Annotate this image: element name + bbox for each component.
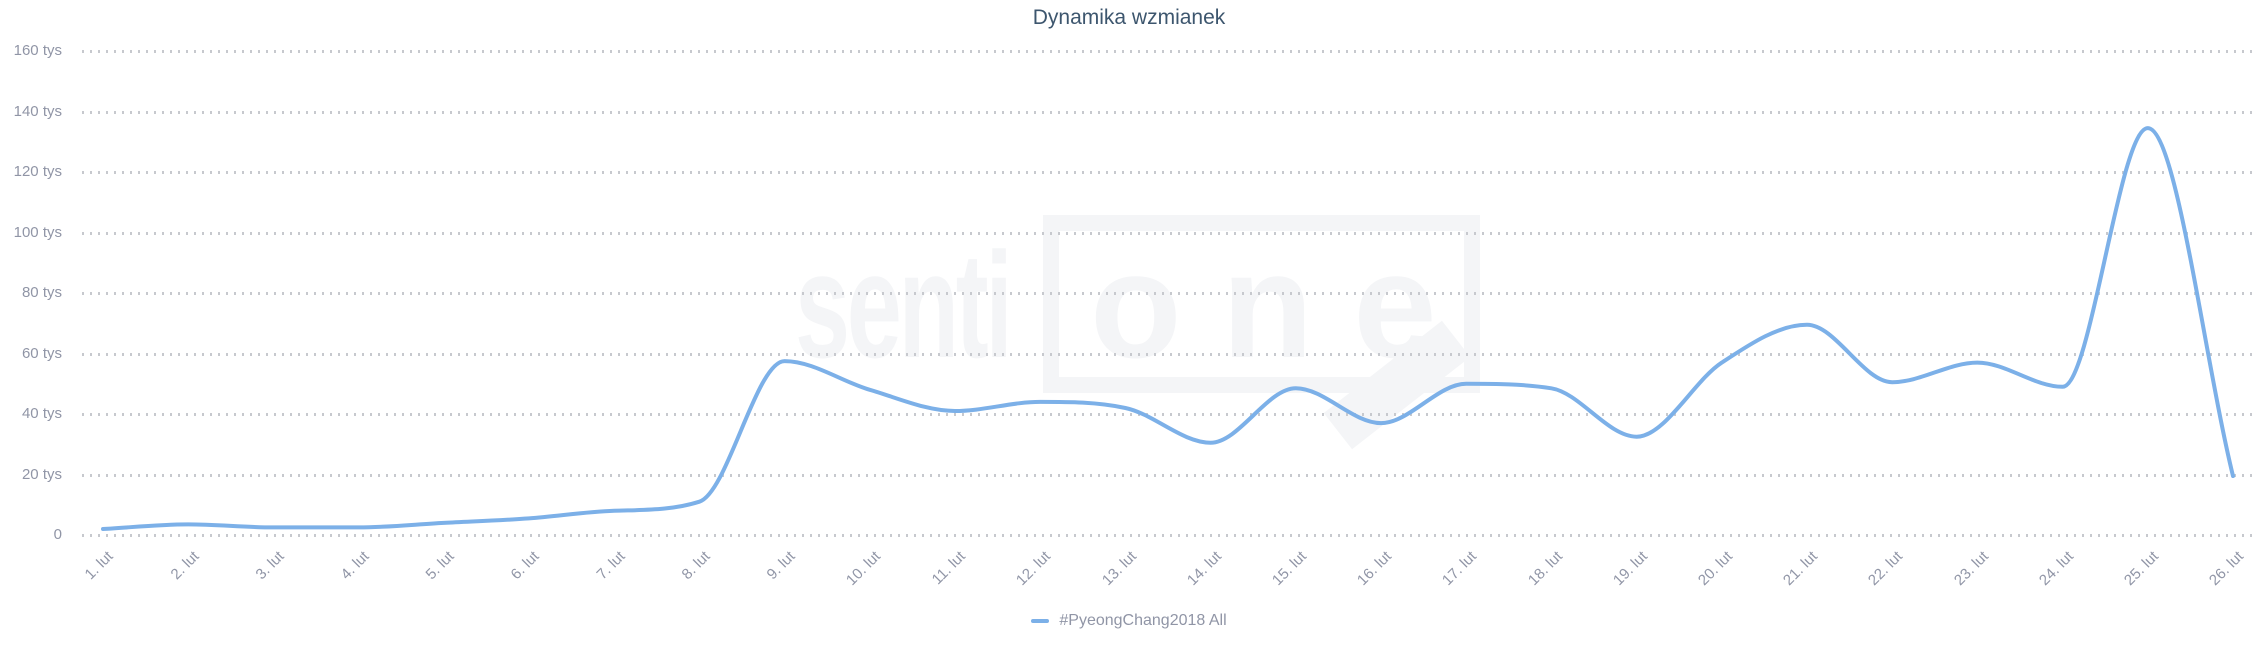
y-gridline <box>82 110 2258 114</box>
y-axis-label: 160 tys <box>13 42 62 59</box>
y-axis-label: 60 tys <box>21 344 62 362</box>
y-gridline <box>82 352 2258 356</box>
watermark-speech-bubble-icon <box>1043 215 1480 393</box>
chart-title: Dynamika wzmianek <box>1032 6 1226 29</box>
y-axis-label: 140 tys <box>13 102 62 120</box>
y-gridline <box>82 231 2258 235</box>
y-axis-label: 80 tys <box>21 284 62 301</box>
y-gridline <box>82 534 2258 537</box>
y-axis-label: 0 <box>53 526 62 543</box>
legend-item-pyeongchang[interactable]: #PyeongChang2018 All <box>1031 612 1227 630</box>
y-axis-label: 100 tys <box>13 223 62 241</box>
y-axis-label: 120 tys <box>13 163 62 180</box>
y-gridline <box>82 473 2258 477</box>
legend: #PyeongChang2018 All <box>0 612 2258 630</box>
y-gridline <box>82 50 2258 53</box>
legend-line-marker-icon <box>1031 619 1050 623</box>
y-gridline <box>82 171 2258 174</box>
y-gridline <box>82 292 2258 295</box>
series-line-pyeongchang2018-all <box>101 126 2235 531</box>
y-axis-label: 40 tys <box>21 405 62 422</box>
legend-item-label: #PyeongChang2018 All <box>1059 612 1227 629</box>
y-gridline <box>82 413 2258 416</box>
y-axis-label: 20 tys <box>21 465 62 483</box>
